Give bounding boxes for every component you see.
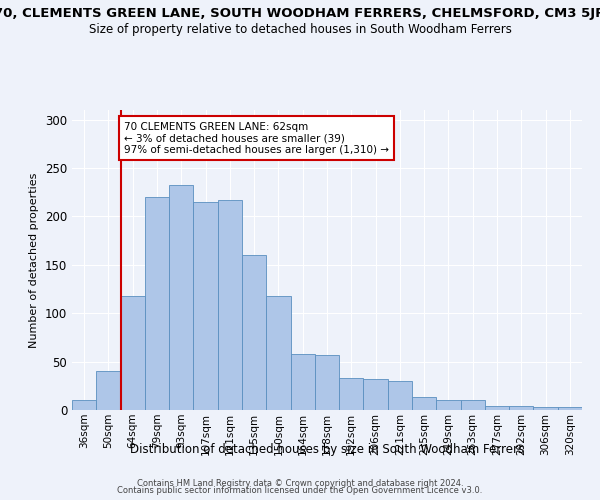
Y-axis label: Number of detached properties: Number of detached properties [29, 172, 40, 348]
Bar [509, 406, 533, 410]
Bar [412, 398, 436, 410]
Bar [315, 355, 339, 410]
Text: Size of property relative to detached houses in South Woodham Ferrers: Size of property relative to detached ho… [89, 22, 511, 36]
Bar [266, 296, 290, 410]
Bar [145, 197, 169, 410]
Text: Contains public sector information licensed under the Open Government Licence v3: Contains public sector information licen… [118, 486, 482, 495]
Text: 70 CLEMENTS GREEN LANE: 62sqm
← 3% of detached houses are smaller (39)
97% of se: 70 CLEMENTS GREEN LANE: 62sqm ← 3% of de… [124, 122, 389, 155]
Bar [193, 202, 218, 410]
Bar [485, 406, 509, 410]
Bar [290, 354, 315, 410]
Bar [558, 407, 582, 410]
Bar [461, 400, 485, 410]
Bar [72, 400, 96, 410]
Bar [533, 407, 558, 410]
Bar [388, 381, 412, 410]
Bar [436, 400, 461, 410]
Bar [121, 296, 145, 410]
Bar [169, 186, 193, 410]
Text: Contains HM Land Registry data © Crown copyright and database right 2024.: Contains HM Land Registry data © Crown c… [137, 478, 463, 488]
Text: Distribution of detached houses by size in South Woodham Ferrers: Distribution of detached houses by size … [130, 442, 524, 456]
Bar [364, 379, 388, 410]
Bar [96, 372, 121, 410]
Bar [218, 200, 242, 410]
Text: 70, CLEMENTS GREEN LANE, SOUTH WOODHAM FERRERS, CHELMSFORD, CM3 5JR: 70, CLEMENTS GREEN LANE, SOUTH WOODHAM F… [0, 8, 600, 20]
Bar [242, 255, 266, 410]
Bar [339, 378, 364, 410]
